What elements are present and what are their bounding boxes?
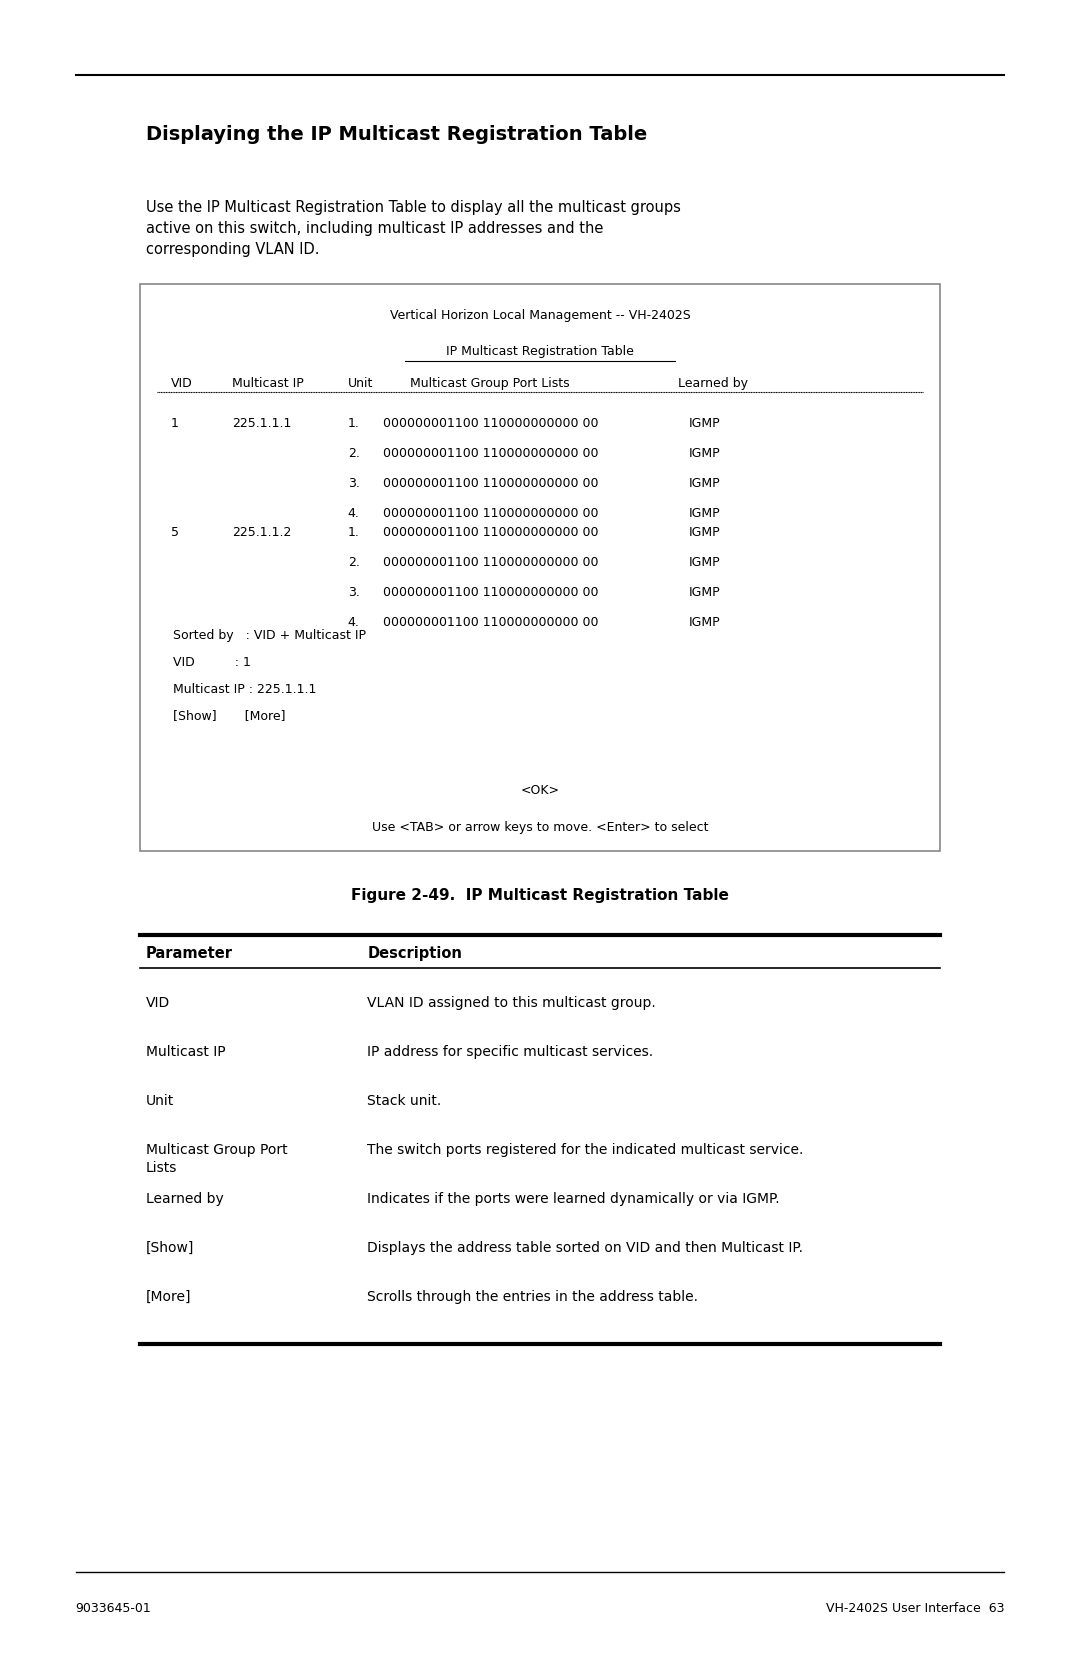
Text: Stack unit.: Stack unit. [367,1095,442,1108]
FancyBboxPatch shape [140,284,940,851]
Text: IGMP: IGMP [689,417,720,431]
Text: 9033645-01: 9033645-01 [76,1602,151,1616]
Text: 1.: 1. [348,526,360,539]
Text: IGMP: IGMP [689,526,720,539]
Text: 1.: 1. [348,417,360,431]
Text: 000000001100 110000000000 00: 000000001100 110000000000 00 [383,556,599,569]
Text: Figure 2-49.  IP Multicast Registration Table: Figure 2-49. IP Multicast Registration T… [351,888,729,903]
Text: 5: 5 [171,526,178,539]
Text: Multicast Group Port
Lists: Multicast Group Port Lists [146,1143,287,1175]
Text: Displaying the IP Multicast Registration Table: Displaying the IP Multicast Registration… [146,125,647,144]
Text: IGMP: IGMP [689,507,720,521]
Text: 3.: 3. [348,477,360,491]
Text: IP address for specific multicast services.: IP address for specific multicast servic… [367,1045,653,1060]
Text: IP Multicast Registration Table: IP Multicast Registration Table [446,345,634,359]
Text: 000000001100 110000000000 00: 000000001100 110000000000 00 [383,507,599,521]
Text: Parameter: Parameter [146,946,233,961]
Text: IGMP: IGMP [689,556,720,569]
Text: Learned by: Learned by [678,377,748,391]
Text: 2.: 2. [348,556,360,569]
Text: 4.: 4. [348,616,360,629]
Text: 000000001100 110000000000 00: 000000001100 110000000000 00 [383,447,599,461]
Text: VID: VID [146,996,170,1010]
Text: Scrolls through the entries in the address table.: Scrolls through the entries in the addre… [367,1290,698,1303]
Text: Multicast IP: Multicast IP [146,1045,226,1060]
Text: IGMP: IGMP [689,447,720,461]
Text: 2.: 2. [348,447,360,461]
Text: IGMP: IGMP [689,616,720,629]
Text: Use the IP Multicast Registration Table to display all the multicast groups
acti: Use the IP Multicast Registration Table … [146,200,680,257]
Text: Vertical Horizon Local Management -- VH-2402S: Vertical Horizon Local Management -- VH-… [390,309,690,322]
Text: VLAN ID assigned to this multicast group.: VLAN ID assigned to this multicast group… [367,996,656,1010]
Text: Indicates if the ports were learned dynamically or via IGMP.: Indicates if the ports were learned dyna… [367,1192,780,1207]
Text: Multicast IP: Multicast IP [232,377,303,391]
Text: Multicast IP : 225.1.1.1: Multicast IP : 225.1.1.1 [173,683,316,696]
Text: 1: 1 [171,417,178,431]
Text: Displays the address table sorted on VID and then Multicast IP.: Displays the address table sorted on VID… [367,1240,804,1255]
Text: 225.1.1.1: 225.1.1.1 [232,417,292,431]
Text: 000000001100 110000000000 00: 000000001100 110000000000 00 [383,417,599,431]
Text: VH-2402S User Interface  63: VH-2402S User Interface 63 [826,1602,1004,1616]
Text: VID: VID [171,377,192,391]
Text: Description: Description [367,946,462,961]
Text: Unit: Unit [146,1095,174,1108]
Text: IGMP: IGMP [689,477,720,491]
Text: Multicast Group Port Lists: Multicast Group Port Lists [410,377,570,391]
Text: Use <TAB> or arrow keys to move. <Enter> to select: Use <TAB> or arrow keys to move. <Enter>… [372,821,708,834]
Text: VID          : 1: VID : 1 [173,656,251,669]
Text: Learned by: Learned by [146,1192,224,1207]
Text: [More]: [More] [146,1290,191,1303]
Text: 000000001100 110000000000 00: 000000001100 110000000000 00 [383,586,599,599]
Text: 000000001100 110000000000 00: 000000001100 110000000000 00 [383,526,599,539]
Text: 3.: 3. [348,586,360,599]
Text: The switch ports registered for the indicated multicast service.: The switch ports registered for the indi… [367,1143,804,1157]
Text: Unit: Unit [348,377,373,391]
Text: 225.1.1.2: 225.1.1.2 [232,526,292,539]
Text: Sorted by   : VID + Multicast IP: Sorted by : VID + Multicast IP [173,629,366,643]
Text: 000000001100 110000000000 00: 000000001100 110000000000 00 [383,616,599,629]
Text: <OK>: <OK> [521,784,559,798]
Text: 4.: 4. [348,507,360,521]
Text: [Show]       [More]: [Show] [More] [173,709,285,723]
Text: IGMP: IGMP [689,586,720,599]
Text: [Show]: [Show] [146,1240,194,1255]
Text: 000000001100 110000000000 00: 000000001100 110000000000 00 [383,477,599,491]
